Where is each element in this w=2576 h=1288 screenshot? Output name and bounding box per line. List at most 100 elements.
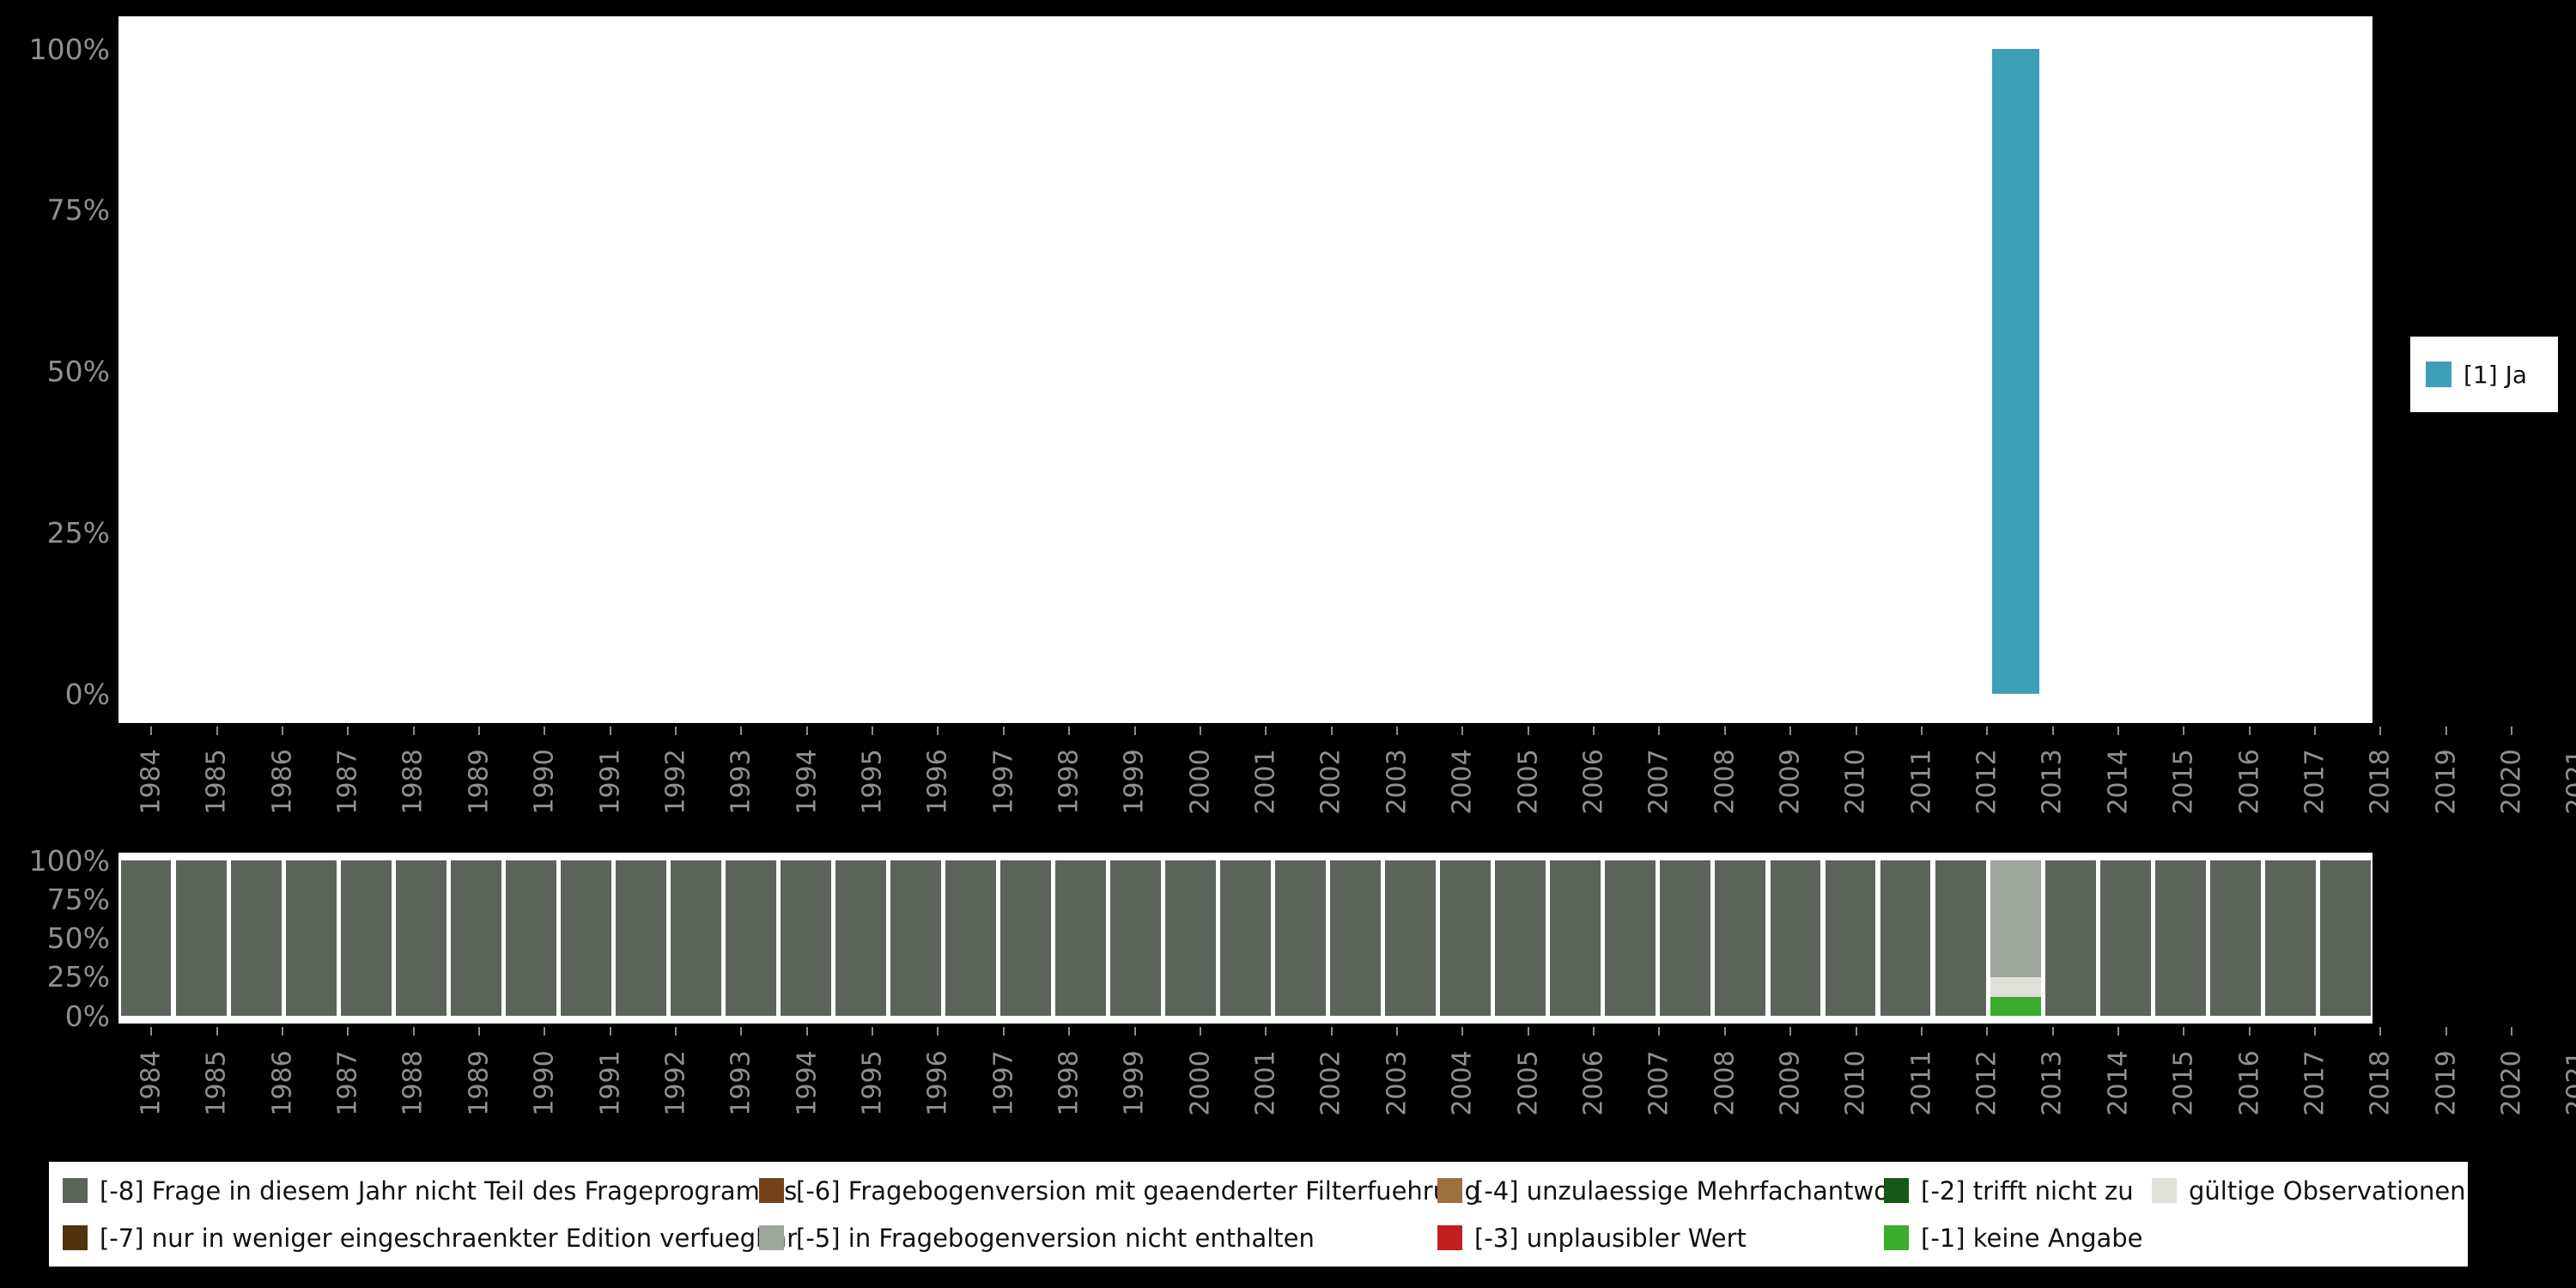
bar-segment: [1055, 860, 1106, 1016]
x-tick-label: 2004: [1447, 1049, 1478, 1116]
x-tick-label: 2015: [2168, 1049, 2199, 1116]
x-tick-label: 2020: [2496, 748, 2527, 815]
x-label-wrap: 1984: [118, 735, 184, 828]
missings-slot-2016: [1878, 860, 1933, 1016]
x-tickmark: [1920, 1027, 1923, 1036]
x-tick-2006: 2006: [1561, 726, 1626, 828]
stacked-bar-1994: [670, 860, 721, 1016]
x-tickmark: [1986, 726, 1989, 735]
x-tick-2000: 2000: [1168, 1027, 1233, 1130]
legend-label: [-3] unplausibler Wert: [1474, 1223, 1747, 1253]
x-tick-2017: 2017: [2282, 726, 2348, 828]
x-tick-2001: 2001: [1233, 1027, 1298, 1130]
x-label-wrap: 1992: [643, 1036, 708, 1130]
x-tick-2002: 2002: [1298, 726, 1364, 828]
x-tick-1996: 1996: [905, 726, 970, 828]
x-tickmark: [872, 1027, 874, 1036]
missings-slot-1995: [723, 860, 778, 1016]
bar-segment: [1660, 860, 1711, 1016]
x-label-wrap: 2005: [1496, 735, 1561, 828]
x-tickmark: [2183, 726, 2185, 735]
x-tickmark: [1199, 726, 1201, 735]
x-tick-label: 2013: [2038, 748, 2069, 815]
x-tickmark: [281, 726, 283, 735]
x-label-wrap: 1995: [840, 735, 905, 828]
missings-slot-2014: [1768, 860, 1823, 1016]
x-label-wrap: 1991: [578, 735, 643, 828]
stacked-bar-2011: [1605, 860, 1656, 1016]
missings-slot-2011: [1603, 860, 1658, 1016]
bar-slot-2001: [1054, 49, 1109, 694]
x-label-wrap: 1986: [250, 1036, 315, 1130]
missings-slot-2017: [1933, 860, 1988, 1016]
missings-slot-1997: [833, 860, 888, 1016]
x-tickmark: [216, 726, 218, 735]
x-tick-2013: 2013: [2020, 726, 2085, 828]
category-legend: [1] Ja: [2410, 337, 2558, 412]
x-tick-label: 1988: [398, 1049, 429, 1116]
x-label-wrap: 2014: [2086, 735, 2151, 828]
x-tick-2015: 2015: [2151, 1027, 2216, 1130]
x-label-wrap: 2007: [1626, 735, 1692, 828]
missings-slot-1984: [118, 860, 173, 1016]
legend-swatch: [2426, 361, 2451, 387]
x-tick-label: 1997: [988, 748, 1019, 815]
legend-swatch: [1437, 1178, 1462, 1203]
bar-segment: [1605, 860, 1656, 1016]
bar-segment: [1990, 860, 2041, 977]
x-label-wrap: 1997: [971, 735, 1036, 828]
stacked-bar-2013: [1715, 860, 1766, 1016]
bar-slot-2018: [1988, 49, 2043, 694]
bar-slot-1992: [558, 49, 613, 694]
x-tickmark: [2379, 1027, 2382, 1036]
x-tickmark: [2314, 726, 2317, 735]
x-tick-1986: 1986: [250, 726, 315, 828]
x-label-wrap: 1996: [905, 1036, 970, 1130]
x-tick-2014: 2014: [2086, 1027, 2151, 1130]
bar-segment: [615, 860, 666, 1016]
bar-slot-2016: [1878, 49, 1933, 694]
stacked-bar-2007: [1385, 860, 1437, 1016]
x-label-wrap: 2000: [1168, 735, 1233, 828]
bar-segment: [1000, 860, 1051, 1016]
bar-slot-2014: [1768, 49, 1823, 694]
x-tick-label: 2002: [1316, 1049, 1347, 1116]
x-tickmark: [1920, 726, 1923, 735]
x-tick-label: 1985: [202, 748, 233, 815]
stacked-bar-2012: [1660, 860, 1711, 1016]
bar-slot-1990: [448, 49, 503, 694]
stacked-bar-2010: [1550, 860, 1601, 1016]
x-tick-2008: 2008: [1692, 1027, 1758, 1130]
x-tick-2005: 2005: [1496, 726, 1561, 828]
x-tickmark: [805, 1027, 808, 1036]
x-label-wrap: 2002: [1298, 735, 1364, 828]
x-tickmark: [675, 1027, 677, 1036]
stacked-bar-2003: [1165, 860, 1217, 1016]
stacked-bar-1995: [725, 860, 776, 1016]
stacked-bar-2023: [2264, 860, 2316, 1016]
bar-slot-2006: [1328, 49, 1383, 694]
x-tick-1992: 1992: [643, 1027, 708, 1130]
x-tickmark: [1068, 726, 1071, 735]
x-tick-label: 2019: [2431, 748, 2462, 815]
x-tick-label: 1995: [857, 748, 888, 815]
bar-slot-1999: [943, 49, 998, 694]
bar-segment: [505, 860, 556, 1016]
bar-slot-2020: [2098, 49, 2153, 694]
bar-slot-1993: [613, 49, 668, 694]
x-tick-label: 1984: [136, 748, 167, 815]
x-label-wrap: 2010: [1823, 735, 1888, 828]
missings-slot-1993: [613, 860, 668, 1016]
x-tickmark: [740, 726, 743, 735]
x-label-wrap: 2009: [1758, 735, 1823, 828]
x-tick-2009: 2009: [1758, 1027, 1823, 1130]
bar-slot-2002: [1109, 49, 1163, 694]
bar-slot-2012: [1658, 49, 1713, 694]
x-tickmark: [1068, 1027, 1071, 1036]
x-tick-label: 1999: [1120, 748, 1151, 815]
missings-slot-2004: [1218, 860, 1273, 1016]
x-tickmark: [1593, 726, 1595, 735]
bar-slot-1989: [393, 49, 448, 694]
x-tick-2007: 2007: [1626, 726, 1692, 828]
x-label-wrap: 1989: [447, 735, 512, 828]
